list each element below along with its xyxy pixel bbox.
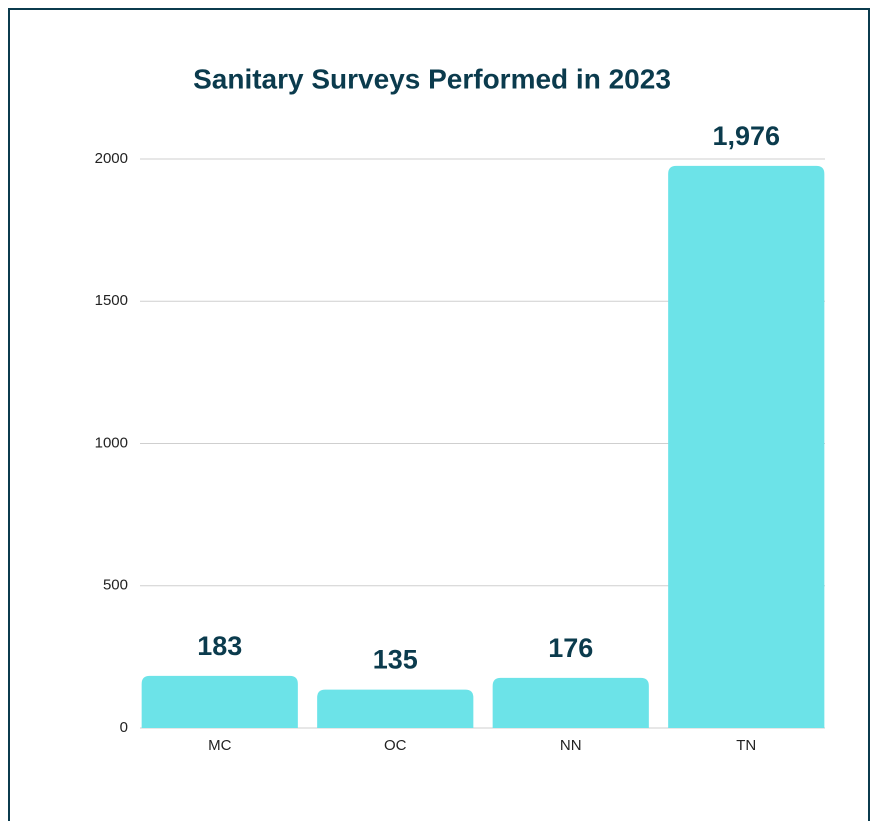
chart-title: Sanitary Surveys Performed in 2023 [193, 63, 671, 94]
x-tick-label: MC [208, 737, 231, 754]
y-tick-label: 1000 [95, 434, 128, 451]
frame [8, 8, 870, 821]
x-tick-label: NN [560, 737, 582, 754]
bar [141, 675, 298, 728]
x-tick-label: TN [736, 737, 756, 754]
x-tick-label: OC [384, 737, 407, 754]
y-tick-label: 0 [120, 719, 128, 736]
value-label: 1,976 [712, 121, 780, 151]
bar [668, 165, 825, 728]
value-label: 135 [373, 645, 418, 675]
y-tick-label: 2000 [95, 150, 128, 167]
bar [317, 689, 474, 728]
y-tick-label: 1500 [95, 292, 128, 309]
y-tick-label: 500 [103, 577, 128, 594]
value-label: 183 [197, 631, 242, 661]
value-label: 176 [548, 633, 593, 663]
bar [492, 677, 649, 728]
